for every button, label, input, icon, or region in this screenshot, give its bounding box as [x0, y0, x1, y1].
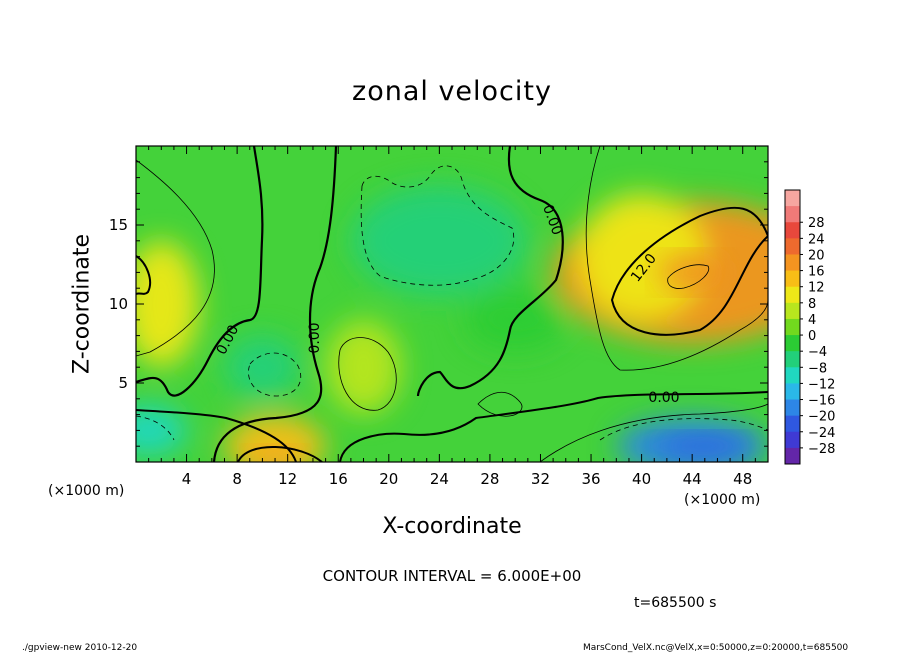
y-axis: 5 10 15: [109, 161, 768, 447]
x-tick-label: 48: [733, 470, 752, 488]
x-tick-label: 44: [683, 470, 702, 488]
x-unit-label-left: (×1000 m): [48, 483, 125, 499]
contour-line: [237, 445, 323, 462]
footer-program-date: ./gpview-new 2010-12-20: [22, 643, 138, 653]
colorbar-swatch: [785, 351, 800, 368]
field-region: [136, 240, 200, 368]
colorbar-label: 16: [808, 265, 825, 280]
contour-label: 0.00: [307, 322, 323, 353]
colorbar-swatch: [785, 415, 800, 433]
colorbar-swatch: [785, 238, 800, 255]
field-core: [658, 254, 727, 291]
colorbar-label: −16: [808, 394, 835, 409]
field-region: [325, 319, 402, 415]
contour-line: [136, 146, 264, 397]
contour-line-negative: [599, 418, 768, 441]
colorbar-label: 20: [808, 248, 825, 263]
colorbar-swatch: [785, 206, 800, 223]
x-tick-label: 28: [480, 470, 499, 488]
field-region: [136, 405, 187, 456]
colorbar-swatch: [785, 383, 800, 400]
colorbar-label: −8: [808, 361, 827, 376]
x-tick-label: 4: [182, 470, 192, 488]
contour-line: [338, 337, 397, 411]
x-tick-label: 24: [430, 470, 449, 488]
colorbar-label: 0: [808, 329, 816, 344]
x-axis-label: X-coordinate: [382, 514, 522, 539]
contour-line-negative: [136, 415, 175, 441]
x-tick-label: 32: [531, 470, 550, 488]
colorbar-swatch: [785, 335, 800, 352]
contour-label: 0.00: [648, 390, 679, 406]
field-region: [224, 335, 301, 399]
field-layer: [136, 146, 768, 462]
field-region: [350, 185, 528, 297]
colorbar-label: −4: [808, 345, 827, 360]
contour-interval-label: CONTOUR INTERVAL = 6.000E+00: [322, 567, 582, 585]
colorbar-label: −12: [808, 377, 835, 392]
colorbar-label: −20: [808, 410, 835, 425]
colorbar-label: 8: [808, 297, 816, 312]
colorbar-swatch: [785, 190, 800, 207]
contour-line: [539, 403, 768, 462]
field-region: [578, 193, 705, 320]
contour-line-negative: [360, 165, 514, 286]
x-unit-label-right: (×1000 m): [684, 492, 761, 508]
contour-line: [136, 409, 297, 462]
colorbar-swatch: [785, 254, 800, 271]
colorbar-swatch: [785, 399, 800, 417]
x-tick-label: 40: [632, 470, 651, 488]
contour-line: [667, 264, 710, 289]
x-tick-label: 36: [581, 470, 600, 488]
chart-title: zonal velocity: [352, 76, 552, 107]
contour-line: [416, 146, 564, 397]
colorbar-swatch: [785, 431, 800, 449]
x-axis: 4 8 12 16 20 24 28 32 36 40 44 48: [148, 146, 756, 488]
contour-line: [477, 392, 523, 417]
colorbar-label: 24: [808, 232, 825, 247]
colorbar-label: 12: [808, 281, 825, 296]
plot-area: [136, 146, 768, 462]
footer-data-source: MarsCond_VelX.nc@VelX,x=0:50000,z=0:2000…: [583, 643, 849, 653]
colorbar-swatch: [785, 367, 800, 384]
contour-line-negative: [248, 352, 302, 397]
contour-line: [585, 146, 768, 371]
colorbar-swatch: [785, 318, 800, 336]
colorbar-label: 28: [808, 216, 825, 231]
y-tick-label: 15: [109, 216, 128, 234]
y-tick-label: 5: [118, 374, 128, 392]
x-tick-label: 16: [329, 470, 348, 488]
x-tick-label: 20: [379, 470, 398, 488]
colorbar-swatch: [785, 302, 800, 320]
colorbar-label: −24: [808, 426, 835, 441]
colorbar-swatch: [785, 222, 800, 239]
time-label: t=685500 s: [634, 595, 717, 611]
contour-line: [136, 255, 152, 295]
contour-line: [212, 146, 338, 462]
y-tick-label: 10: [109, 295, 128, 313]
x-tick-label: 8: [232, 470, 242, 488]
contour-line: [339, 391, 768, 462]
x-tick-label: 12: [278, 470, 297, 488]
colorbar-swatch: [785, 447, 800, 465]
colorbar-label: −28: [808, 442, 835, 457]
colorbar-swatch: [785, 286, 800, 304]
colorbar-label: 4: [808, 313, 816, 328]
colorbar-frame: [784, 189, 801, 465]
field-core: [658, 434, 751, 459]
y-axis-label: Z-coordinate: [69, 234, 95, 374]
contour-line: [136, 159, 215, 357]
colorbar-swatch: [785, 270, 800, 288]
